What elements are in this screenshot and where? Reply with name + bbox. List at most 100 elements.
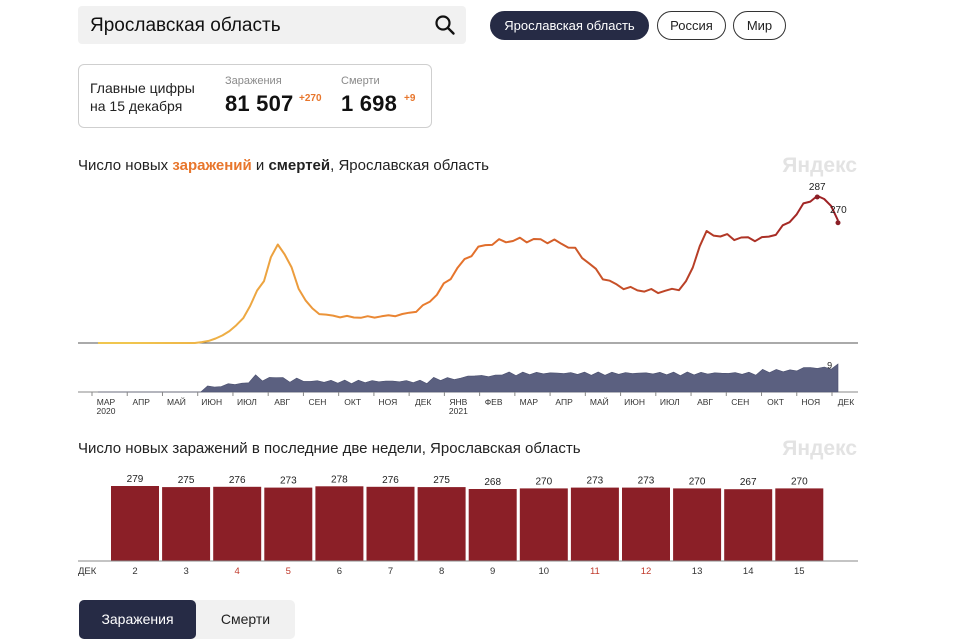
key-numbers-date: на 15 декабря <box>90 98 183 114</box>
bar[interactable] <box>519 488 568 561</box>
bar-chart-bars: 279 2 275 3 276 4 273 5 278 6 276 7 275 8 268 9 270 10 273… <box>78 474 824 577</box>
bar-category-label: 3 <box>183 566 188 577</box>
bar-value-label: 267 <box>740 477 757 488</box>
bar-category-label: 8 <box>439 566 444 577</box>
bar-category-label: 10 <box>539 566 550 577</box>
yandex-watermark-2: Яндекс <box>782 437 857 460</box>
bar[interactable] <box>213 486 262 561</box>
bar-value-label: 278 <box>331 474 348 485</box>
bar[interactable] <box>111 486 159 561</box>
x-tick-label: НОЯ <box>379 397 398 407</box>
line-chart-title-deaths: смертей <box>268 157 331 174</box>
bar-value-label: 270 <box>791 476 808 487</box>
x-tick-label: ИЮЛ <box>660 397 680 407</box>
x-year-label: 2020 <box>97 406 116 415</box>
x-tick-label: ЯНВ <box>449 397 467 407</box>
deaths-total: 1 698 <box>341 91 398 116</box>
bar[interactable] <box>775 488 824 561</box>
line-chart-title-part-1: Число новых <box>78 157 173 174</box>
bar-value-label: 268 <box>484 477 501 488</box>
x-tick-label: МАЙ <box>167 396 186 407</box>
x-tick-label: ДЕК <box>415 397 431 407</box>
bar-value-label: 279 <box>127 474 144 485</box>
bar-value-label: 276 <box>382 475 399 486</box>
infections-series-line <box>98 194 839 344</box>
key-numbers-card: Главные цифры на 15 декабря Заражения 81… <box>78 64 432 128</box>
x-tick-label: ИЮН <box>624 397 645 407</box>
bar-chart[interactable]: 279 2 275 3 276 4 273 5 278 6 276 7 275 8 268 9 270 10 273… <box>0 465 960 585</box>
x-tick-label: МАР <box>520 397 539 407</box>
deaths-series-area <box>98 363 839 393</box>
search-input-value: Ярославская область <box>90 15 281 36</box>
tab-deaths[interactable]: Смерти <box>220 611 271 627</box>
bar-value-label: 275 <box>433 475 450 486</box>
region-search-input[interactable]: Ярославская область <box>78 6 466 44</box>
bar[interactable] <box>417 487 466 561</box>
bar[interactable] <box>468 489 517 561</box>
bar[interactable] <box>366 486 415 561</box>
bar-category-label: 7 <box>388 566 393 577</box>
bar[interactable] <box>673 488 722 561</box>
line-chart[interactable]: 287 270 9 МАР АПР МАЙ ИЮН ИЮЛ АВГ СЕН ОКТ НОЯ ДЕК… <box>0 175 960 415</box>
bar-category-label: 6 <box>337 566 342 577</box>
x-tick-label: СЕН <box>731 397 749 407</box>
infections-delta: +270 <box>299 93 322 104</box>
deaths-label: Смерти <box>341 75 380 87</box>
region-chip-world[interactable]: Мир <box>733 11 786 40</box>
x-tick-label: ОКТ <box>344 397 361 407</box>
bar-category-label: 9 <box>490 566 495 577</box>
key-numbers-title-line1: Главные цифры <box>90 80 195 96</box>
deaths-delta: +9 <box>404 93 416 104</box>
bar-value-label: 275 <box>178 475 195 486</box>
infections-total: 81 507 <box>225 91 294 116</box>
bar[interactable] <box>315 486 364 561</box>
deaths-last-label: 9 <box>827 360 832 370</box>
tab-infections[interactable]: Заражения <box>79 600 196 639</box>
yandex-watermark: Яндекс <box>782 154 857 177</box>
line-chart-title-part-3: и <box>251 157 269 174</box>
line-chart-title-region: , Ярославская область <box>330 157 489 174</box>
infections-label: Заражения <box>225 75 282 87</box>
x-tick-label: АПР <box>555 397 573 407</box>
x-tick-label: НОЯ <box>801 397 820 407</box>
x-tick-label: ОКТ <box>767 397 784 407</box>
bar[interactable] <box>570 487 619 561</box>
bar[interactable] <box>264 487 313 561</box>
infections-peak-label: 287 <box>809 182 826 193</box>
infections-peak-point <box>814 194 820 200</box>
region-chip-russia[interactable]: Россия <box>657 11 726 40</box>
x-tick-label: АВГ <box>697 397 713 407</box>
metric-tabs: Заражения Смерти <box>79 600 295 639</box>
search-icon[interactable] <box>434 14 456 36</box>
bar[interactable] <box>162 487 211 561</box>
bar-value-label: 273 <box>587 476 604 487</box>
bar-category-label: 15 <box>794 566 805 577</box>
bar-value-label: 273 <box>638 476 655 487</box>
line-chart-title: Число новых заражений и смертей, Ярослав… <box>78 157 489 174</box>
region-chip-yaroslavl[interactable]: Ярославская область <box>490 11 649 40</box>
bar[interactable] <box>622 487 670 561</box>
infections-last-point <box>835 220 841 226</box>
x-tick-label: МАР <box>97 397 116 407</box>
bar-value-label: 270 <box>689 476 706 487</box>
key-numbers-title: Главные цифры на 15 декабря <box>90 79 195 115</box>
x-tick-label: АПР <box>133 397 151 407</box>
bar-value-label: 270 <box>535 476 552 487</box>
bar-value-label: 273 <box>280 476 297 487</box>
line-chart-title-infections: заражений <box>172 157 252 174</box>
bar-category-label: 13 <box>692 566 703 577</box>
bar-chart-title: Число новых заражений в последние две не… <box>78 440 581 457</box>
x-tick-label: ДЕК <box>838 397 854 407</box>
x-tick-label: СЕН <box>308 397 326 407</box>
x-tick-label: АВГ <box>274 397 290 407</box>
bar-category-label: 11 <box>590 566 600 577</box>
x-tick-label: ИЮН <box>201 397 222 407</box>
bar-month-label: ДЕК <box>78 566 97 577</box>
x-tick-label: ФЕВ <box>485 397 503 407</box>
x-tick-label: ИЮЛ <box>237 397 257 407</box>
line-chart-x-axis: МАР АПР МАЙ ИЮН ИЮЛ АВГ СЕН ОКТ НОЯ ДЕК ЯНВ ФЕВ МАР А… <box>91 392 854 415</box>
bar[interactable] <box>724 489 773 561</box>
bar-category-label: 4 <box>235 566 240 577</box>
bar-category-label: 2 <box>132 566 137 577</box>
x-year-label: 2021 <box>449 406 468 415</box>
